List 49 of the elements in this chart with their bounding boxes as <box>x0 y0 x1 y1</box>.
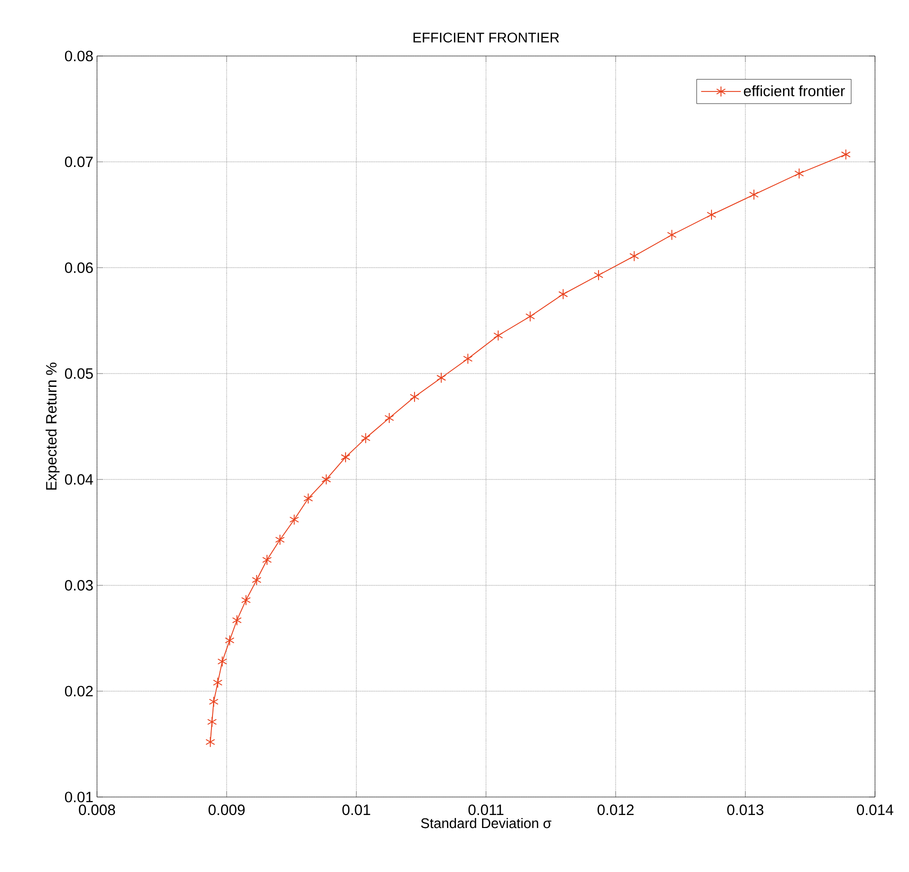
point <box>667 229 677 240</box>
point <box>303 493 314 504</box>
point <box>558 288 568 300</box>
y-tick-label: 0.01 <box>64 792 93 802</box>
point <box>321 474 332 485</box>
y-tick-label: 0.02 <box>64 686 93 696</box>
point <box>384 412 394 424</box>
x-tick-label: 0.014 <box>856 804 894 816</box>
point <box>232 614 242 626</box>
y-tick-label: 0.08 <box>64 50 93 62</box>
point <box>360 432 370 444</box>
x-axis-title: Standard Deviation σ <box>421 818 552 828</box>
point <box>594 270 604 281</box>
point <box>410 391 420 402</box>
point <box>841 148 851 160</box>
point <box>629 250 639 262</box>
x-tick-label: 0.01 <box>342 804 370 816</box>
point <box>794 168 804 179</box>
point <box>493 330 503 341</box>
legend-label: efficient frontier <box>744 85 845 96</box>
point <box>340 452 350 463</box>
y-tick-label: 0.07 <box>64 156 93 168</box>
point <box>749 189 759 200</box>
point <box>206 736 216 748</box>
point <box>212 677 222 688</box>
point <box>224 634 234 646</box>
chart-title: EFFICIENT FRONTIER <box>414 32 559 43</box>
point <box>217 656 228 667</box>
y-tick-label: 0.05 <box>64 368 93 379</box>
x-tick-label: 0.008 <box>78 804 116 816</box>
point <box>208 696 218 708</box>
point <box>262 554 272 566</box>
point <box>525 310 536 322</box>
point <box>252 574 262 586</box>
point <box>241 594 251 606</box>
y-axis-title: Expected Return % <box>46 362 60 490</box>
x-tick-label: 0.012 <box>598 804 634 816</box>
x-tick-label: 0.013 <box>727 804 764 816</box>
point <box>289 514 300 526</box>
point <box>275 534 285 546</box>
point <box>436 372 446 384</box>
y-tick-label: 0.06 <box>64 262 93 273</box>
x-tick-label: 0.009 <box>208 804 245 816</box>
point <box>706 209 716 220</box>
y-tick-label: 0.04 <box>64 474 94 485</box>
point <box>463 353 473 364</box>
point <box>207 716 217 728</box>
y-tick-label: 0.03 <box>64 580 93 591</box>
x-tick-label: 0.011 <box>468 804 504 816</box>
